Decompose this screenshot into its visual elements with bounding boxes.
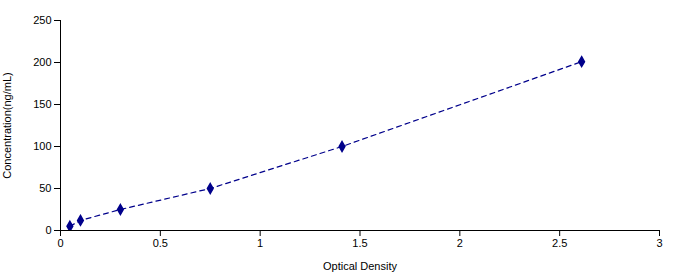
- svg-text:100: 100: [33, 140, 51, 152]
- svg-text:1.5: 1.5: [352, 237, 367, 249]
- svg-text:150: 150: [33, 98, 51, 110]
- svg-text:Concentration(ng/mL): Concentration(ng/mL): [1, 72, 13, 178]
- svg-text:2.5: 2.5: [552, 237, 567, 249]
- svg-text:50: 50: [39, 182, 51, 194]
- svg-text:2: 2: [457, 237, 463, 249]
- svg-text:200: 200: [33, 56, 51, 68]
- svg-text:0: 0: [45, 224, 51, 236]
- svg-text:0: 0: [57, 237, 63, 249]
- svg-text:250: 250: [33, 14, 51, 26]
- svg-text:3: 3: [656, 237, 662, 249]
- svg-text:0.5: 0.5: [153, 237, 168, 249]
- svg-text:1: 1: [257, 237, 263, 249]
- svg-text:Optical Density: Optical Density: [323, 260, 397, 272]
